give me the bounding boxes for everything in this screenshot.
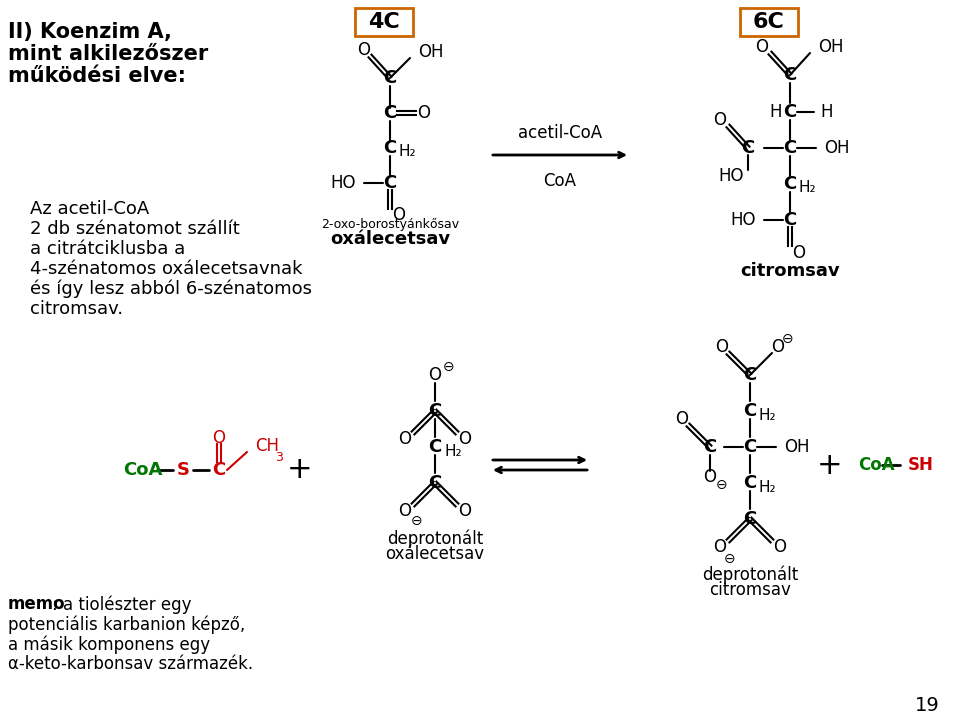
Text: 2 db szénatomot szállít: 2 db szénatomot szállít <box>30 220 240 238</box>
Text: C: C <box>704 438 716 456</box>
Text: C: C <box>783 175 797 193</box>
Text: 4-szénatomos oxálecetsavnak: 4-szénatomos oxálecetsavnak <box>30 260 302 278</box>
Text: C: C <box>743 438 756 456</box>
Text: 19: 19 <box>915 696 940 715</box>
Text: O: O <box>398 430 412 448</box>
Text: H₂: H₂ <box>399 145 417 159</box>
Text: C: C <box>383 104 396 122</box>
Bar <box>355 8 413 36</box>
Text: citromsav: citromsav <box>740 262 840 280</box>
Text: H₂: H₂ <box>759 480 777 494</box>
Text: citromsav: citromsav <box>709 581 791 599</box>
Text: SH: SH <box>908 456 934 474</box>
Text: C: C <box>212 461 226 479</box>
Text: a másik komponens egy: a másik komponens egy <box>8 635 210 654</box>
Text: 6C: 6C <box>753 12 785 32</box>
Text: O: O <box>713 538 727 556</box>
Text: O: O <box>428 366 442 384</box>
Text: 4C: 4C <box>368 12 400 32</box>
Text: C: C <box>383 69 396 87</box>
Text: és így lesz abból 6-szénatomos: és így lesz abból 6-szénatomos <box>30 280 312 299</box>
Text: C: C <box>743 366 756 384</box>
Text: H₂: H₂ <box>444 443 462 459</box>
Text: C: C <box>741 139 755 157</box>
Text: C: C <box>783 139 797 157</box>
Text: potenciális karbanion képző,: potenciális karbanion képző, <box>8 615 245 633</box>
Bar <box>740 8 798 36</box>
Text: a citrátciklusba a: a citrátciklusba a <box>30 240 185 258</box>
Text: O: O <box>392 206 405 224</box>
Text: O: O <box>212 429 226 447</box>
Text: O: O <box>713 111 727 129</box>
Text: O: O <box>772 338 784 356</box>
Text: mint alkilezőszer: mint alkilezőszer <box>8 44 208 64</box>
Text: oxálecetsav: oxálecetsav <box>330 230 450 248</box>
Text: O: O <box>715 338 729 356</box>
Text: CoA: CoA <box>858 456 895 474</box>
Text: C: C <box>783 66 797 84</box>
Text: oxálecetsav: oxálecetsav <box>385 545 485 563</box>
Text: +: + <box>287 456 313 484</box>
Text: citromsav.: citromsav. <box>30 300 123 318</box>
Text: acetil-CoA: acetil-CoA <box>518 124 602 142</box>
Text: Az acetil-CoA: Az acetil-CoA <box>30 200 149 218</box>
Text: H: H <box>770 103 782 121</box>
Text: H₂: H₂ <box>759 408 777 422</box>
Text: O: O <box>459 502 471 520</box>
Text: ⊖: ⊖ <box>411 514 422 528</box>
Text: C: C <box>383 174 396 192</box>
Text: O: O <box>774 538 786 556</box>
Text: CoA: CoA <box>123 461 162 479</box>
Text: 3: 3 <box>275 451 283 464</box>
Text: működési elve:: működési elve: <box>8 66 186 86</box>
Text: HO: HO <box>718 167 744 185</box>
Text: OH: OH <box>818 38 844 56</box>
Text: ⊖: ⊖ <box>724 552 735 566</box>
Text: : a tiolészter egy: : a tiolészter egy <box>52 595 191 614</box>
Text: OH: OH <box>824 139 850 157</box>
Text: ⊖: ⊖ <box>782 332 794 346</box>
Text: deprotonált: deprotonált <box>702 565 798 584</box>
Text: O: O <box>357 41 371 59</box>
Text: S: S <box>177 461 189 479</box>
Text: memo: memo <box>8 595 65 613</box>
Text: C: C <box>783 103 797 121</box>
Text: O: O <box>676 410 688 428</box>
Text: C: C <box>783 211 797 229</box>
Text: HO: HO <box>330 174 356 192</box>
Text: C: C <box>383 139 396 157</box>
Text: O: O <box>756 38 769 56</box>
Text: HO: HO <box>731 211 756 229</box>
Text: H₂: H₂ <box>799 180 817 196</box>
Text: α-keto-karbonsav származék.: α-keto-karbonsav származék. <box>8 655 253 673</box>
Text: O: O <box>418 104 430 122</box>
Text: H: H <box>820 103 832 121</box>
Text: CoA: CoA <box>543 172 577 190</box>
Text: OH: OH <box>418 43 444 61</box>
Text: +: + <box>817 451 843 480</box>
Text: C: C <box>743 402 756 420</box>
Text: ⊖: ⊖ <box>444 360 455 374</box>
Text: O: O <box>704 468 716 486</box>
Text: O: O <box>398 502 412 520</box>
Text: OH: OH <box>784 438 809 456</box>
Text: CH: CH <box>255 437 279 455</box>
Text: 2-oxo-borostyánkősav: 2-oxo-borostyánkősav <box>321 218 459 231</box>
Text: C: C <box>428 438 442 456</box>
Text: C: C <box>743 474 756 492</box>
Text: O: O <box>792 244 805 262</box>
Text: C: C <box>743 510 756 528</box>
Text: deprotonált: deprotonált <box>387 529 483 547</box>
Text: C: C <box>428 402 442 420</box>
Text: II) Koenzim A,: II) Koenzim A, <box>8 22 172 42</box>
Text: C: C <box>428 474 442 492</box>
Text: O: O <box>459 430 471 448</box>
Text: ⊖: ⊖ <box>716 478 728 492</box>
